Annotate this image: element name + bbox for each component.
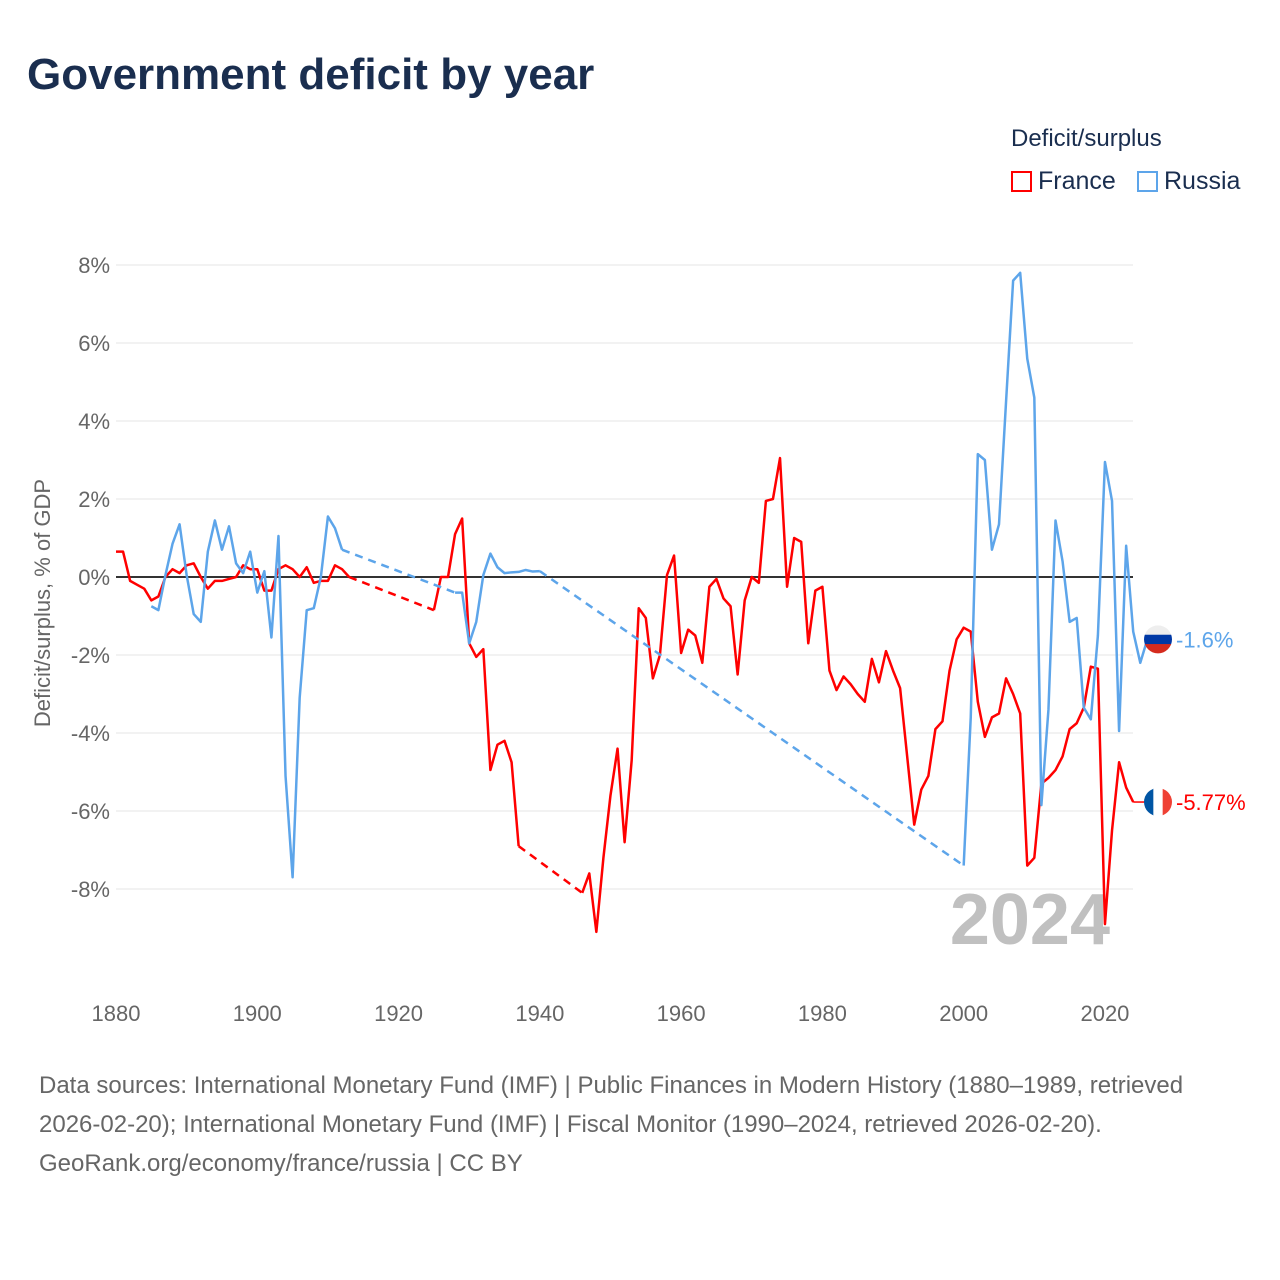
x-tick-label: 1980 xyxy=(798,1001,847,1026)
y-tick-label: 0% xyxy=(78,565,110,590)
chart-title: Government deficit by year xyxy=(27,50,595,99)
russia-flag-icon xyxy=(1144,625,1172,654)
y-tick-label: -8% xyxy=(71,877,110,902)
y-tick-label: 8% xyxy=(78,253,110,278)
y-tick-label: -4% xyxy=(71,721,110,746)
end-label-russia: -1.6% xyxy=(1176,627,1233,652)
y-tick-label: 2% xyxy=(78,487,110,512)
y-tick-label: 6% xyxy=(78,331,110,356)
series-line-russia xyxy=(455,552,540,645)
france-flag-icon xyxy=(1144,788,1172,817)
y-tick-label: 4% xyxy=(78,409,110,434)
year-watermark: 2024 xyxy=(950,880,1110,960)
legend-item-russia[interactable]: Russia xyxy=(1137,167,1240,196)
x-tick-label: 2000 xyxy=(939,1001,988,1026)
series-line-russia xyxy=(150,515,344,879)
plot-area: -8% -6% -4% -2% 0% 2% 4% 6% 8% 1880 1900 1920 1940 19… xyxy=(30,253,1246,1026)
series-gap-russia xyxy=(539,570,965,867)
credit-link[interactable]: GeoRank.org/economy/france/russia | CC B… xyxy=(39,1150,523,1177)
legend-label-france: France xyxy=(1038,167,1116,195)
y-tick-label: -2% xyxy=(71,643,110,668)
series-gap-france xyxy=(348,575,435,612)
x-tick-label: 1960 xyxy=(657,1001,706,1026)
series-line-france xyxy=(116,550,351,602)
series-gap-russia xyxy=(341,548,456,594)
legend-label-russia: Russia xyxy=(1164,167,1241,195)
end-label-france: -5.77% xyxy=(1176,790,1246,815)
series-line-russia xyxy=(962,271,1149,866)
series-line-france xyxy=(581,456,1135,934)
x-tick-label: 2020 xyxy=(1080,1001,1129,1026)
legend-item-france[interactable]: France xyxy=(1011,167,1116,196)
series-line-france xyxy=(432,517,520,847)
x-tick-label: 1900 xyxy=(233,1001,282,1026)
footer: Data sources: International Monetary Fun… xyxy=(39,1066,1239,1183)
y-tick-label: -6% xyxy=(71,799,110,824)
x-tick-label: 1880 xyxy=(92,1001,141,1026)
russia-swatch xyxy=(1137,171,1158,192)
x-tick-label: 1940 xyxy=(515,1001,564,1026)
y-axis-label: Deficit/surplus, % of GDP xyxy=(30,479,55,727)
legend-title: Deficit/surplus xyxy=(1011,125,1162,152)
x-tick-label: 1920 xyxy=(374,1001,423,1026)
france-swatch xyxy=(1011,171,1032,192)
data-sources: Data sources: International Monetary Fun… xyxy=(39,1072,1184,1138)
series-gap-france xyxy=(517,845,583,894)
